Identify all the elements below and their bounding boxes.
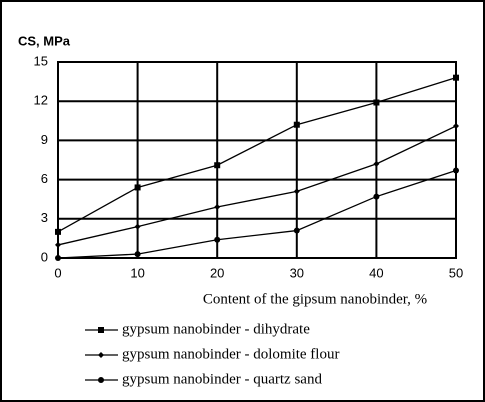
series-line (57, 169, 457, 259)
y-tick-label: 6 (41, 171, 48, 186)
marker (55, 255, 61, 261)
marker (373, 193, 380, 200)
marker (134, 251, 141, 258)
x-tick-label: 50 (449, 265, 463, 280)
x-tick-label: 30 (290, 265, 304, 280)
legend-label: gypsum nanobinder - quartz sand (122, 371, 322, 387)
marker (214, 162, 221, 169)
marker (134, 223, 141, 230)
marker (55, 241, 61, 248)
legend-label: gypsum nanobinder - dolomite flour (122, 346, 339, 362)
marker (373, 99, 380, 106)
marker (55, 228, 61, 235)
marker (453, 167, 459, 174)
marker (214, 204, 221, 211)
x-tick-label: 0 (54, 265, 61, 280)
x-tick-label: 20 (210, 265, 224, 280)
marker (453, 74, 459, 81)
x-tick-label: 10 (130, 265, 144, 280)
marker (98, 327, 104, 333)
marker (134, 184, 141, 191)
plot-frame (57, 61, 457, 259)
x-tick-label: 40 (369, 265, 383, 280)
marker (373, 160, 380, 167)
marker (214, 236, 221, 243)
marker (293, 227, 300, 234)
y-tick-label: 0 (41, 249, 48, 264)
series-line (57, 77, 457, 233)
y-tick-label: 9 (41, 132, 48, 147)
marker (453, 123, 459, 130)
marker (98, 377, 104, 383)
series-line (57, 125, 457, 246)
y-tick-label: 3 (41, 210, 48, 225)
legend-label: gypsum nanobinder - dihydrate (122, 321, 310, 337)
marker (98, 352, 104, 358)
x-axis-title: Content of the gipsum nanobinder, % (203, 291, 427, 307)
marker (293, 121, 300, 128)
y-axis-title: CS, MPa (18, 33, 71, 48)
marker (293, 188, 300, 195)
y-tick-label: 15 (34, 53, 48, 68)
y-tick-label: 12 (34, 93, 48, 108)
